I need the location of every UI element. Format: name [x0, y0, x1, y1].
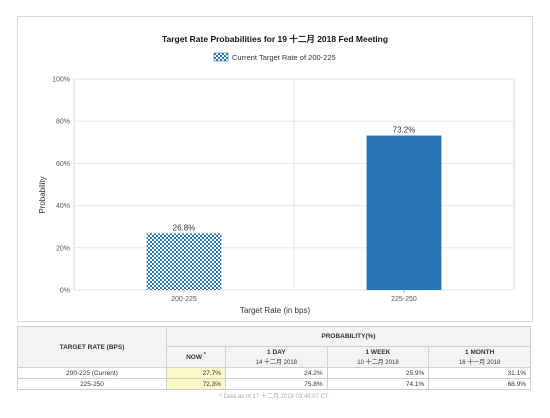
1week-date: 10 十二月 2018 — [357, 359, 399, 366]
now-label: NOW — [186, 354, 202, 362]
1week-cell: 74.1% — [326, 378, 430, 390]
1day-date: 14 十二月 2018 — [255, 359, 297, 366]
col-1week-header: 1 WEEK 10 十二月 2018 — [326, 346, 430, 368]
col-target-rate-header: TARGET RATE (BPS) — [17, 326, 167, 368]
col-probability-header: PROBABILITY(%) — [166, 326, 531, 347]
now-footnote-mark: * — [203, 352, 206, 359]
bar-value-label: 26.8% — [173, 223, 196, 232]
rate-cell: 200-225 (Current) — [17, 367, 167, 379]
plot-area: 0% 20% 40% 60% 80% 100% 26.8% 200-225 73.2% 225-2… — [52, 77, 515, 303]
y-tick-label: 80% — [56, 119, 70, 126]
y-tick-label: 20% — [56, 245, 70, 252]
1day-label: 1 DAY — [267, 348, 286, 356]
bar — [146, 233, 222, 290]
bar-chart: Target Rate Probabilities for 19 十二月 201… — [38, 34, 515, 315]
rate-cell: 225-250 — [17, 378, 167, 390]
x-tick-label: 225-250 — [391, 296, 417, 303]
legend-label: Current Target Rate of 200-225 — [232, 53, 336, 62]
1month-date: 16 十一月 2018 — [458, 359, 501, 366]
1week-label: 1 WEEK — [365, 348, 391, 356]
now-cell: 27.7% — [166, 367, 226, 379]
now-cell: 72.3% — [166, 378, 226, 390]
1month-label: 1 MONTH — [465, 348, 495, 356]
probability-table: TARGET RATE (BPS) PROBABILITY(%) NOW * 1… — [17, 326, 531, 400]
col-1day-header: 1 DAY 14 十二月 2018 — [225, 346, 328, 368]
y-tick-label: 60% — [56, 161, 70, 168]
table-row: 225-250 72.3% 75.8% 74.1% 68.9% — [17, 378, 531, 390]
chart-frame: Target Rate Probabilities for 19 十二月 201… — [17, 16, 533, 322]
col-1month-header: 1 MONTH 16 十一月 2018 — [428, 346, 531, 368]
1week-cell: 25.9% — [326, 367, 430, 379]
1day-cell: 75.8% — [225, 378, 328, 390]
1month-cell: 31.1% — [428, 367, 531, 379]
bar — [366, 135, 442, 290]
chart-title: Target Rate Probabilities for 19 十二月 201… — [162, 34, 388, 44]
table-row: 200-225 (Current) 27.7% 24.2% 25.9% 31.1… — [17, 367, 531, 379]
y-axis-title: Probability — [38, 176, 47, 213]
bar-value-label: 73.2% — [393, 126, 416, 135]
x-tick-label: 200-225 — [171, 296, 197, 303]
y-tick-label: 0% — [60, 288, 70, 295]
legend[interactable]: Current Target Rate of 200-225 — [213, 52, 336, 62]
1month-cell: 68.9% — [428, 378, 531, 390]
y-tick-label: 100% — [52, 77, 70, 84]
x-axis-title: Target Rate (in bps) — [240, 306, 311, 315]
footnote-row: * Data as of 17 十二月 2018 03:49:07 CT — [18, 390, 531, 401]
legend-swatch — [213, 52, 229, 62]
y-tick-label: 40% — [56, 203, 70, 210]
col-now-header: NOW * — [166, 346, 226, 368]
data-timestamp-note: * Data as of 17 十二月 2018 03:49:07 CT — [219, 393, 329, 400]
1day-cell: 24.2% — [225, 367, 328, 379]
